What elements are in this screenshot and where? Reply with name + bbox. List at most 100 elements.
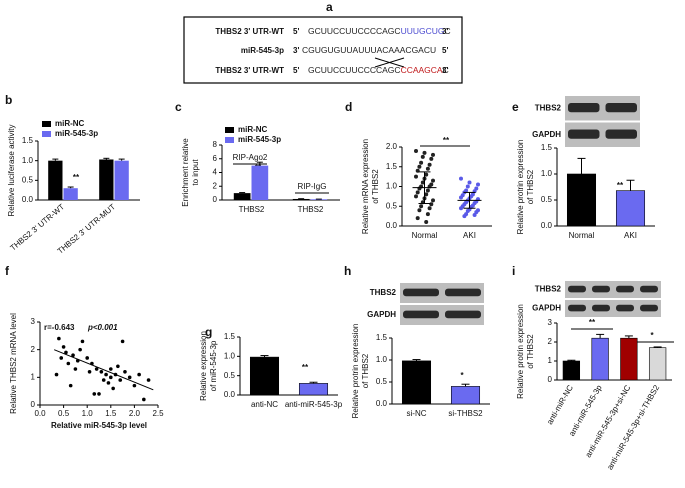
sequence-part: C — [443, 65, 449, 75]
data-point — [465, 184, 470, 189]
data-point — [78, 347, 82, 352]
data-point — [424, 172, 429, 177]
y-tick-label: 2.0 — [386, 142, 398, 151]
legend-label: miR-545-3p — [238, 135, 281, 144]
data-point — [66, 361, 71, 366]
x-tick-label: 0.0 — [34, 409, 46, 418]
y-tick-label: 2 — [548, 337, 553, 346]
data-point — [431, 178, 435, 183]
panel-label: c — [175, 100, 182, 114]
y-tick-label: 1.0 — [22, 156, 34, 165]
blot-band — [616, 285, 634, 293]
data-point — [64, 350, 68, 355]
y-tick-label: 0.5 — [376, 377, 388, 386]
panel-label: g — [205, 325, 212, 339]
bar — [648, 347, 667, 381]
blot-label: GAPDH — [532, 304, 561, 313]
bar — [251, 165, 269, 200]
data-point — [467, 180, 472, 185]
sequence-part: C — [444, 26, 450, 36]
data-point — [417, 186, 422, 191]
data-point — [431, 152, 435, 157]
bar — [401, 360, 432, 405]
data-point — [106, 381, 111, 385]
data-point — [427, 206, 432, 211]
x-tick-label: anti-NC — [251, 400, 278, 409]
blot-band — [616, 304, 634, 312]
annotation: ** — [443, 136, 450, 145]
x-tick-label: 1.5 — [105, 409, 117, 418]
data-point — [415, 190, 420, 195]
annotation: * — [650, 331, 654, 340]
data-point — [137, 372, 141, 377]
x-tick-label: THBS2 — [298, 205, 324, 214]
y-tick-label: 1.0 — [541, 169, 553, 178]
bar — [566, 173, 597, 227]
blot-background — [400, 305, 484, 325]
y-axis-label: of THBS2 — [526, 334, 535, 369]
data-point — [459, 206, 463, 211]
x-tick-label: anti-miR-545-3p — [285, 400, 343, 409]
x-tick-label: Normal — [412, 231, 438, 240]
panel-label: e — [512, 100, 519, 114]
y-tick-label: 0.0 — [386, 221, 398, 230]
y-tick-label: 0 — [548, 375, 553, 384]
x-tick-label: THBS2 3' UTR-MUT — [56, 202, 118, 256]
y-tick-label: 0 — [31, 400, 36, 409]
annotation: p<0.001 — [87, 323, 118, 332]
blot-band — [605, 102, 637, 113]
y-axis-label: of THBS2 — [526, 169, 535, 204]
data-point — [104, 372, 108, 377]
blot-band — [592, 304, 610, 312]
data-point — [109, 375, 113, 380]
strand-end: 5' — [293, 66, 299, 75]
y-tick-label: 1.5 — [22, 136, 34, 145]
bar — [298, 383, 329, 396]
bar — [620, 337, 638, 381]
data-point — [109, 367, 113, 371]
blot-band — [445, 310, 481, 319]
data-point — [120, 339, 125, 344]
y-tick-label: 1.0 — [376, 355, 388, 364]
y-tick-label: 1.0 — [224, 351, 236, 360]
data-point — [422, 150, 427, 155]
y-axis-label: Relative luciferase activity — [7, 124, 16, 216]
blot-background — [565, 300, 661, 317]
y-tick-label: 3 — [31, 317, 36, 326]
data-point — [80, 339, 85, 344]
sequence-part: CGUGUGUUAUUUACAAACGACU — [302, 45, 436, 55]
y-tick-label: 3 — [548, 318, 553, 327]
data-point — [419, 160, 424, 165]
blot-band — [568, 285, 586, 293]
blot-label: THBS2 — [535, 285, 562, 294]
x-tick-label: THBS2 — [239, 205, 265, 214]
sequence-box — [183, 16, 463, 84]
strand-end: 3' — [293, 46, 299, 55]
x-tick-label: si-THBS2 — [448, 409, 483, 418]
y-axis-label: Relative protrin expression — [351, 324, 360, 419]
bar — [99, 159, 114, 200]
data-point — [425, 166, 430, 171]
strand-end: 5' — [442, 46, 448, 55]
row-label: miR-545-3p — [241, 46, 284, 55]
blot-label: GAPDH — [367, 310, 396, 319]
y-axis-label: Enrichment relative — [181, 138, 190, 207]
data-point — [59, 356, 64, 360]
blot-band — [445, 288, 481, 297]
y-tick-label: 1.5 — [376, 333, 388, 342]
annotation: ** — [589, 318, 596, 327]
blot-band — [403, 288, 439, 297]
bar — [562, 360, 581, 381]
blot-background — [400, 283, 484, 303]
legend-label: miR-NC — [55, 119, 85, 128]
x-tick-label: si-NC — [407, 409, 427, 418]
blot-band — [568, 102, 600, 113]
bar — [114, 160, 129, 200]
blot-band — [605, 129, 637, 139]
legend-swatch — [225, 127, 234, 133]
data-point — [417, 164, 422, 169]
panel-label: i — [512, 264, 515, 278]
y-tick-label: 0.5 — [224, 371, 236, 380]
panel-label: b — [5, 93, 12, 107]
strand-end: 5' — [293, 27, 299, 36]
